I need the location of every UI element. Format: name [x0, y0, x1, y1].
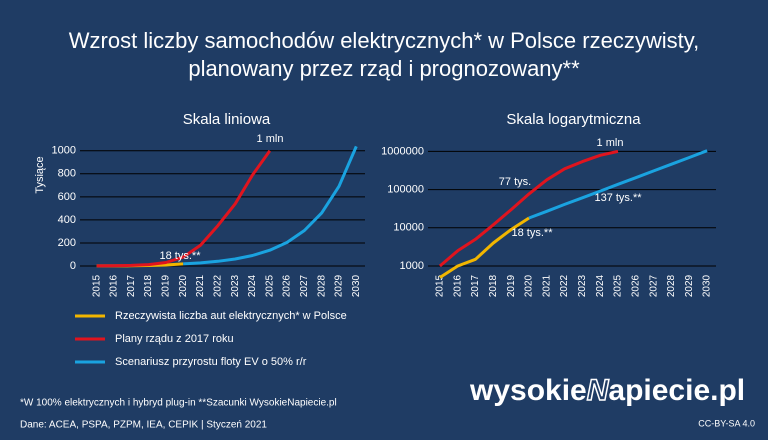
series-line: [96, 149, 272, 268]
x-tick-label: 2028: [666, 274, 677, 297]
series-line: [439, 216, 530, 279]
y-tick-label: 400: [58, 214, 76, 226]
x-tick-label: 2018: [143, 274, 154, 297]
y-tick-label: 0: [70, 260, 76, 272]
x-tick-label: 2016: [452, 274, 463, 297]
x-tick-label: 2015: [91, 274, 102, 297]
x-tick-label: 2017: [470, 274, 481, 297]
x-tick-label: 2028: [316, 274, 327, 297]
annotation: 77 tys.: [499, 176, 531, 188]
logo-part: wysokie: [469, 374, 587, 407]
y-tick-label: 1000000: [381, 145, 424, 157]
x-tick-label: 2015: [435, 274, 446, 297]
title-line: planowany przez rząd i prognozowany**: [188, 56, 580, 81]
x-tick-label: 2017: [126, 274, 137, 297]
annotation: 137 tys.**: [594, 192, 642, 204]
annotation: 18 tys.**: [160, 250, 202, 262]
x-tick-label: 2030: [351, 274, 362, 297]
x-tick-label: 2022: [559, 274, 570, 297]
x-tick-label: 2021: [195, 274, 206, 297]
x-tick-label: 2027: [648, 274, 659, 297]
y-tick-label: 600: [58, 191, 76, 203]
x-tick-label: 2020: [178, 274, 189, 297]
x-tick-label: 2025: [264, 274, 275, 297]
x-tick-label: 2020: [524, 274, 535, 297]
title-line: Wzrost liczby samochodów elektrycznych* …: [69, 28, 699, 53]
y-tick-label: 800: [58, 168, 76, 180]
legend-label: Scenariusz przyrostu floty EV o 50% r/r: [115, 356, 307, 368]
y-axis-label: Tysiące: [34, 156, 46, 193]
annotation: 18 tys.**: [512, 227, 554, 239]
license: CC-BY-SA 4.0: [698, 418, 755, 428]
x-tick-label: 2024: [595, 274, 606, 297]
x-tick-label: 2029: [684, 274, 695, 297]
x-tick-label: 2023: [230, 274, 241, 297]
x-tick-label: 2024: [247, 274, 258, 297]
legend-label: Plany rządu z 2017 roku: [115, 333, 234, 345]
x-tick-label: 2022: [212, 274, 223, 297]
y-tick-label: 1000: [400, 260, 424, 272]
x-tick-label: 2018: [488, 274, 499, 297]
logo-part: apiecie.pl: [608, 374, 745, 407]
x-tick-label: 2025: [613, 274, 624, 297]
logo: wysokieNapiecie.pl: [469, 374, 745, 407]
y-tick-label: 200: [58, 237, 76, 249]
chart-subtitle: Skala liniowa: [183, 111, 271, 128]
x-tick-label: 2019: [506, 274, 517, 297]
x-tick-label: 2019: [161, 274, 172, 297]
x-tick-label: 2026: [630, 274, 641, 297]
y-tick-label: 10000: [393, 222, 424, 234]
x-tick-label: 2016: [109, 274, 120, 297]
legend-label: Rzeczywista liczba aut elektrycznych* w …: [115, 310, 347, 322]
chart-subtitle: Skala logarytmiczna: [506, 111, 641, 128]
x-tick-label: 2029: [334, 274, 345, 297]
source: Dane: ACEA, PSPA, PZPM, IEA, CEPIK | Sty…: [20, 420, 267, 431]
y-tick-label: 1000: [52, 145, 76, 157]
x-tick-label: 2030: [702, 274, 713, 297]
series-line: [183, 145, 358, 266]
series-line: [438, 149, 619, 268]
x-tick-label: 2021: [541, 274, 552, 297]
footnote: *W 100% elektrycznych i hybryd plug-in *…: [20, 398, 337, 409]
y-tick-label: 100000: [387, 183, 424, 195]
logo-part: N: [587, 374, 610, 407]
series-line: [528, 149, 708, 220]
x-tick-label: 2026: [282, 274, 293, 297]
x-tick-label: 2023: [577, 274, 588, 297]
annotation: 1 mln: [257, 133, 284, 145]
x-tick-label: 2027: [299, 274, 310, 297]
annotation: 1 mln: [597, 137, 624, 149]
